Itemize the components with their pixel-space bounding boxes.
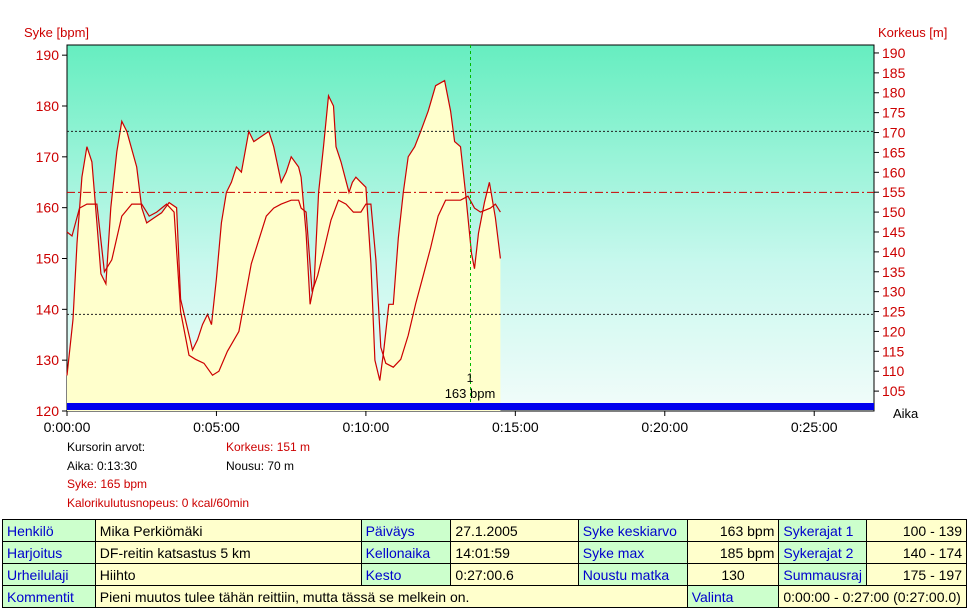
x-tick-label: 0:05:00 <box>193 419 240 435</box>
value-hr-average: 163 bpm <box>686 519 780 542</box>
value-exercise: DF-reitin katsastus 5 km <box>94 541 362 564</box>
value-selection: 0:00:00 - 0:27:00 (0:27:00.0) <box>778 585 967 608</box>
y-right-tick-label: 165 <box>882 144 906 160</box>
cursor-values-title: Kursorin arvot: <box>67 440 146 454</box>
value-comments[interactable]: Pieni muutos tulee tähän reittiin, mutta… <box>94 585 688 608</box>
label-exercise: Harjoitus <box>2 541 96 564</box>
summary-row: Harjoitus DF-reitin katsastus 5 km Kello… <box>2 541 967 564</box>
heart-rate-line <box>66 79 501 381</box>
cursor-time: Aika: 0:13:30 <box>67 459 138 473</box>
y-right-tick-label: 145 <box>882 224 906 240</box>
summary-row: Henkilö Mika Perkiömäki Päiväys 27.1.200… <box>2 519 967 542</box>
y-right-tick-label: 135 <box>882 264 906 280</box>
value-hr-limits-2: 140 - 174 <box>865 541 967 564</box>
y-right-label: Korkeus [m] <box>878 25 947 40</box>
y-left-tick-label: 190 <box>36 47 60 63</box>
y-right-tick-label: 180 <box>882 85 906 101</box>
value-sport: Hiihto <box>94 563 362 586</box>
x-tick-label: 0:10:00 <box>343 419 390 435</box>
label-person: Henkilö <box>2 519 96 542</box>
y-left-tick-label: 140 <box>36 301 60 317</box>
label-hr-average: Syke keskiarvo <box>577 519 688 542</box>
cursor-number: 1 <box>467 371 474 385</box>
time-scrollbar[interactable] <box>67 403 874 410</box>
label-sport: Urheilulaji <box>2 563 96 586</box>
y-left-tick-label: 120 <box>36 403 60 419</box>
y-right-tick-label: 120 <box>882 323 906 339</box>
y-right-tick-label: 125 <box>882 304 906 320</box>
label-hr-limits-2: Sykerajat 2 <box>778 541 867 564</box>
heart-rate-altitude-chart[interactable]: 120 130 140 150 160 170 180 190 105 110 115 120 125 1… <box>0 0 967 440</box>
value-time-of-day: 14:01:59 <box>450 541 579 564</box>
x-tick-label: 0:15:00 <box>492 419 539 435</box>
cursor-calorie-rate: Kalorikulutusnopeus: 0 kcal/60min <box>67 496 250 510</box>
summary-table: Henkilö Mika Perkiömäki Päiväys 27.1.200… <box>2 519 967 608</box>
summary-row: Kommentit Pieni muutos tulee tähän reitt… <box>2 585 967 608</box>
label-hr-max: Syke max <box>577 541 688 564</box>
y-left-tick-label: 180 <box>36 98 60 114</box>
y-left-tick-label: 160 <box>36 200 60 216</box>
value-hr-max: 185 bpm <box>686 541 780 564</box>
y-left-tick-label: 130 <box>36 352 60 368</box>
y-right-tick-label: 150 <box>882 204 906 220</box>
y-right-tick-label: 185 <box>882 65 906 81</box>
y-right-tick-label: 115 <box>882 343 905 359</box>
value-person: Mika Perkiömäki <box>94 519 362 542</box>
label-duration: Kesto <box>360 563 452 586</box>
y-right-tick-label: 140 <box>882 244 906 260</box>
cursor-altitude: Korkeus: 151 m <box>226 440 311 454</box>
y-right-tick-label: 160 <box>882 164 906 180</box>
value-hr-limits-1: 100 - 139 <box>865 519 967 542</box>
x-tick-label: 0:20:00 <box>641 419 688 435</box>
label-time-of-day: Kellonaika <box>360 541 452 564</box>
x-tick-label: 0:00:00 <box>44 419 91 435</box>
cursor-heart-rate: Syke: 165 bpm <box>67 477 148 491</box>
heart-rate-area <box>67 80 501 411</box>
y-right-tick-label: 155 <box>882 184 906 200</box>
cursor-value: 163 bpm <box>445 386 496 401</box>
summary-row: Urheilulaji Hiihto Kesto 0:27:00.6 Noust… <box>2 563 967 586</box>
label-selection: Valinta <box>686 585 780 608</box>
x-tick-label: 0:25:00 <box>791 419 838 435</box>
label-date: Päiväys <box>360 519 452 542</box>
altitude-line <box>66 195 501 377</box>
cursor-ascent: Nousu: 70 m <box>226 459 295 473</box>
y-left-tick-label: 170 <box>36 149 60 165</box>
y-left-tick-label: 150 <box>36 251 60 267</box>
value-duration: 0:27:00.6 <box>450 563 579 586</box>
y-right-tick-label: 190 <box>882 45 906 61</box>
label-hr-limits-1: Sykerajat 1 <box>778 519 867 542</box>
y-right-tick-label: 170 <box>882 125 906 141</box>
label-ascent: Noustu matka <box>577 563 688 586</box>
value-summation-limits: 175 - 197 <box>865 563 967 586</box>
y-right-tick-label: 130 <box>882 284 906 300</box>
label-comments: Kommentit <box>2 585 96 608</box>
y-left-label: Syke [bpm] <box>24 25 89 40</box>
y-right-tick-label: 110 <box>882 363 905 379</box>
value-ascent: 130 <box>686 563 780 586</box>
label-summation-limits: Summausraj <box>778 563 867 586</box>
x-axis-label: Aika <box>893 406 919 421</box>
y-right-tick-label: 105 <box>882 383 906 399</box>
value-date: 27.1.2005 <box>450 519 579 542</box>
y-right-tick-label: 175 <box>882 105 906 121</box>
